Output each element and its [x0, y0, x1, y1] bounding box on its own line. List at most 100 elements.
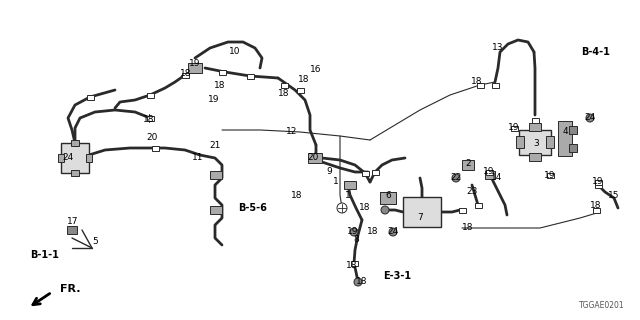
Bar — [280, 83, 287, 87]
Text: 18: 18 — [471, 77, 483, 86]
Text: 10: 10 — [229, 47, 241, 57]
Bar — [344, 181, 356, 189]
Bar — [595, 180, 602, 185]
Text: 9: 9 — [326, 167, 332, 177]
Bar — [519, 130, 551, 155]
Bar — [67, 226, 77, 234]
Bar — [558, 121, 572, 156]
Bar — [547, 172, 554, 178]
Bar — [86, 154, 92, 162]
Bar — [147, 116, 154, 121]
Bar — [546, 136, 554, 148]
Text: 18: 18 — [214, 81, 226, 90]
Bar — [492, 83, 499, 87]
Circle shape — [350, 228, 358, 236]
Text: 20: 20 — [307, 154, 319, 163]
Text: 19: 19 — [508, 124, 520, 132]
Text: 17: 17 — [67, 218, 79, 227]
Text: 2: 2 — [465, 159, 471, 169]
Bar — [58, 154, 64, 162]
Bar — [71, 140, 79, 146]
Bar — [458, 207, 465, 212]
Text: 18: 18 — [356, 277, 368, 286]
Bar — [71, 170, 79, 176]
Bar — [188, 63, 202, 73]
Bar — [296, 87, 303, 92]
Text: B-4-1: B-4-1 — [582, 47, 611, 57]
Text: 18: 18 — [291, 190, 303, 199]
Bar — [380, 192, 396, 204]
Bar — [486, 170, 493, 174]
Text: 13: 13 — [492, 43, 504, 52]
Bar — [182, 73, 189, 77]
Text: 18: 18 — [180, 69, 192, 78]
Text: 20: 20 — [147, 132, 157, 141]
Text: 15: 15 — [608, 190, 620, 199]
Bar — [474, 203, 481, 207]
Text: 16: 16 — [310, 66, 322, 75]
Bar — [462, 160, 474, 170]
Text: 19: 19 — [483, 167, 495, 177]
Text: 18: 18 — [143, 116, 155, 124]
Text: 22: 22 — [451, 173, 461, 182]
Bar — [210, 206, 222, 214]
Bar — [218, 69, 225, 75]
Text: 18: 18 — [298, 76, 310, 84]
Text: E-3-1: E-3-1 — [383, 271, 411, 281]
Circle shape — [337, 203, 347, 213]
Text: 11: 11 — [192, 154, 204, 163]
Bar — [152, 146, 159, 150]
Text: 6: 6 — [385, 190, 391, 199]
Text: 24: 24 — [387, 228, 399, 236]
Circle shape — [389, 228, 397, 236]
Bar — [477, 83, 483, 87]
Bar — [371, 170, 378, 174]
Text: 19: 19 — [208, 95, 220, 105]
Text: 12: 12 — [286, 126, 298, 135]
Text: 8: 8 — [353, 236, 359, 244]
Text: 1: 1 — [333, 178, 339, 187]
Bar — [86, 94, 93, 100]
Text: 5: 5 — [92, 237, 98, 246]
Text: 1: 1 — [345, 190, 351, 199]
Text: 14: 14 — [492, 173, 502, 182]
Bar — [569, 144, 577, 152]
Bar — [531, 117, 538, 123]
Bar — [569, 126, 577, 134]
Text: 24: 24 — [584, 114, 596, 123]
Bar — [147, 92, 154, 98]
Bar — [308, 153, 322, 163]
Text: 3: 3 — [533, 139, 539, 148]
Text: 19: 19 — [544, 171, 556, 180]
Text: 19: 19 — [348, 228, 359, 236]
Text: 18: 18 — [462, 223, 474, 233]
Bar — [511, 125, 518, 131]
Text: 19: 19 — [189, 60, 201, 68]
Text: 19: 19 — [592, 178, 604, 187]
Text: 18: 18 — [278, 89, 290, 98]
Circle shape — [586, 114, 594, 122]
Text: 4: 4 — [562, 126, 568, 135]
Bar — [595, 182, 602, 188]
Circle shape — [354, 278, 362, 286]
Bar — [351, 260, 358, 266]
Text: 18: 18 — [359, 204, 371, 212]
Text: 23: 23 — [467, 187, 477, 196]
Text: TGGAE0201: TGGAE0201 — [579, 301, 625, 310]
Text: 21: 21 — [209, 140, 221, 149]
Text: B-5-6: B-5-6 — [239, 203, 268, 213]
Text: FR.: FR. — [60, 284, 81, 294]
Circle shape — [381, 206, 389, 214]
Bar — [246, 74, 253, 78]
Bar — [593, 207, 600, 212]
Bar — [403, 197, 441, 227]
Bar — [61, 143, 89, 173]
Bar — [380, 192, 396, 204]
Bar — [485, 171, 495, 179]
Circle shape — [452, 174, 460, 182]
Bar — [529, 123, 541, 131]
Bar — [362, 171, 369, 175]
Text: 7: 7 — [417, 213, 423, 222]
Text: 18: 18 — [590, 201, 602, 210]
Bar — [210, 171, 222, 179]
